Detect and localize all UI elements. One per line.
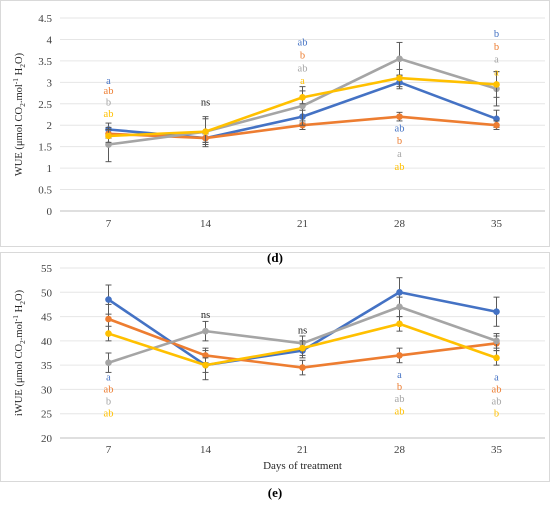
data-point <box>493 354 500 362</box>
significance-letter: ns <box>201 98 210 109</box>
significance-letter: b <box>106 98 111 109</box>
significance-letter: ab <box>104 109 114 120</box>
y-tick-label: 35 <box>41 360 53 372</box>
significance-letter: ab <box>298 38 308 49</box>
data-point <box>396 74 403 82</box>
y-tick-label: 45 <box>41 312 53 324</box>
significance-letter: ab <box>395 162 405 173</box>
data-point <box>202 128 209 135</box>
x-tick-label: 7 <box>106 444 112 456</box>
x-tick-label: 28 <box>394 444 406 456</box>
x-tick-label: 35 <box>491 218 503 230</box>
data-point <box>202 327 209 335</box>
significance-letter: ab <box>104 86 114 97</box>
data-point <box>105 359 112 367</box>
chart-panel-d: 0 0.5 1 1.5 2 2.5 3 3.5 4 4.5 7 14 21 28 35 WUE (μmol C… <box>11 13 545 230</box>
significance-letter: b <box>494 29 499 40</box>
significance-letter: ab <box>395 123 405 134</box>
y-tick-label: 0 <box>47 206 53 218</box>
data-point <box>105 296 112 303</box>
data-point <box>396 288 403 296</box>
data-point <box>396 303 403 311</box>
y-tick-label: 0.5 <box>38 185 52 197</box>
data-point <box>299 364 306 371</box>
y-tick-label: 2.5 <box>38 99 52 111</box>
data-point <box>493 308 500 316</box>
y-tick-label: 3.5 <box>38 56 52 68</box>
y-tick-label: 20 <box>41 433 53 445</box>
y-tick-label: 3 <box>47 77 53 89</box>
significance-letter: ab <box>395 394 405 405</box>
y-tick-label: 1.5 <box>38 142 52 154</box>
significance-letter: ns <box>298 326 307 337</box>
x-tick-label: 7 <box>106 218 112 230</box>
significance-letter: ab <box>492 397 502 408</box>
y-tick-label: 4 <box>47 34 53 46</box>
y-axis-label: WUE (μmol CO2.mol-1 H2O) <box>11 52 27 176</box>
data-point <box>493 81 500 88</box>
significance-letter: b <box>494 409 499 420</box>
significance-letter: a <box>300 76 305 87</box>
data-point <box>202 361 209 369</box>
significance-letter: a <box>397 370 402 381</box>
data-point <box>105 330 112 337</box>
y-tick-label: 50 <box>41 287 53 299</box>
significance-letter: a <box>494 68 499 79</box>
y-tick-label: 25 <box>41 409 53 421</box>
x-tick-label: 14 <box>200 218 212 230</box>
significance-letter: b <box>300 50 305 61</box>
x-tick-label: 35 <box>491 444 503 456</box>
x-axis-label: Days of treatment <box>263 460 342 472</box>
panel-e-caption: (e) <box>268 485 282 500</box>
significance-letter: b <box>397 382 402 393</box>
chart-panel-e: 20 25 30 35 40 45 50 55 7 14 21 28 35 Days of treatme… <box>11 263 545 472</box>
significance-letter: a <box>494 372 499 383</box>
data-point <box>396 113 403 120</box>
panel-d-caption: (d) <box>267 250 283 265</box>
x-tick-label: 21 <box>297 444 308 456</box>
significance-letter: ab <box>104 384 114 395</box>
y-tick-label: 1 <box>47 163 53 175</box>
x-tick-label: 28 <box>394 218 406 230</box>
data-point <box>493 121 500 129</box>
data-point <box>299 94 306 101</box>
significance-letter: ab <box>298 63 308 74</box>
significance-letter: ab <box>492 384 502 395</box>
data-point <box>493 337 500 345</box>
significance-letter: a <box>397 149 402 160</box>
data-point <box>396 55 403 63</box>
significance-letter: a <box>494 55 499 66</box>
y-tick-label: 4.5 <box>38 13 52 25</box>
y-tick-label: 40 <box>41 336 53 348</box>
y-tick-label: 55 <box>41 263 53 275</box>
significance-letter: ab <box>395 406 405 417</box>
data-point <box>105 315 112 323</box>
significance-letter: b <box>494 42 499 53</box>
x-tick-label: 14 <box>200 444 212 456</box>
y-tick-label: 30 <box>41 384 53 396</box>
data-point <box>396 352 403 359</box>
y-tick-label: 2 <box>47 120 53 132</box>
significance-letter: ab <box>104 409 114 420</box>
significance-letter: ns <box>201 310 210 321</box>
data-point <box>396 320 403 328</box>
significance-letter: a <box>106 76 111 87</box>
data-point <box>299 344 306 352</box>
significance-letter: b <box>397 136 402 147</box>
x-tick-label: 21 <box>297 218 308 230</box>
data-point <box>105 132 112 140</box>
y-axis-label: iWUE (μmol CO2.mol-1 H2O) <box>11 289 27 416</box>
significance-letter: a <box>106 372 111 383</box>
significance-letter: b <box>106 397 111 408</box>
data-point <box>202 352 209 359</box>
